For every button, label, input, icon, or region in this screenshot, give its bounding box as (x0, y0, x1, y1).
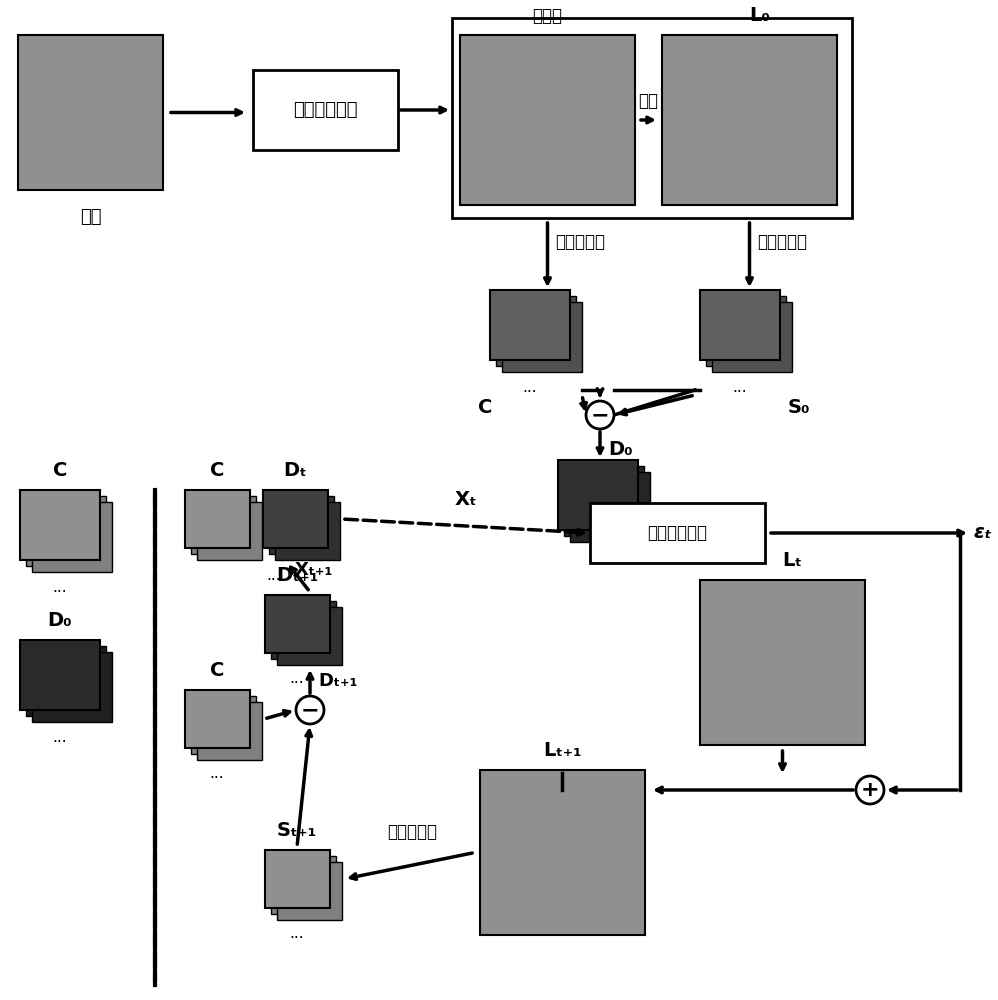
FancyBboxPatch shape (480, 770, 645, 935)
Text: C: C (478, 398, 492, 417)
FancyBboxPatch shape (700, 290, 780, 360)
Text: 迭代校正网络: 迭代校正网络 (648, 524, 708, 542)
Text: Lₜ₊₁: Lₜ₊₁ (543, 741, 582, 760)
Text: ...: ... (53, 730, 67, 745)
Text: ...: ... (289, 926, 304, 941)
FancyBboxPatch shape (18, 35, 163, 190)
Text: 偏移: 偏移 (639, 92, 659, 110)
FancyBboxPatch shape (263, 490, 328, 548)
Text: ...: ... (591, 550, 606, 565)
Text: ...: ... (733, 380, 748, 395)
FancyBboxPatch shape (191, 496, 256, 554)
Text: −: − (591, 405, 610, 425)
FancyBboxPatch shape (271, 601, 336, 659)
FancyBboxPatch shape (197, 502, 262, 560)
Text: 提取样本块: 提取样本块 (757, 233, 807, 251)
FancyBboxPatch shape (253, 70, 398, 150)
FancyBboxPatch shape (275, 502, 340, 560)
FancyBboxPatch shape (490, 290, 570, 360)
FancyBboxPatch shape (700, 580, 865, 745)
Text: Xₜ₊₁: Xₜ₊₁ (294, 561, 333, 579)
Text: −: − (300, 700, 319, 720)
Text: Xₜ: Xₜ (455, 490, 477, 509)
FancyBboxPatch shape (265, 850, 330, 908)
Text: C: C (210, 661, 225, 680)
FancyBboxPatch shape (460, 35, 635, 205)
Text: L₀: L₀ (749, 6, 769, 25)
FancyBboxPatch shape (706, 296, 786, 366)
Text: D₀: D₀ (608, 440, 633, 459)
Text: 提取样本块: 提取样本块 (387, 822, 437, 840)
FancyBboxPatch shape (277, 862, 342, 920)
Circle shape (856, 776, 884, 804)
FancyBboxPatch shape (271, 856, 336, 914)
Circle shape (296, 696, 324, 724)
FancyBboxPatch shape (452, 18, 852, 218)
FancyBboxPatch shape (20, 640, 100, 710)
Text: ...: ... (53, 580, 67, 595)
Text: D₀: D₀ (48, 611, 72, 630)
FancyBboxPatch shape (558, 460, 638, 530)
FancyBboxPatch shape (570, 472, 650, 542)
Text: ...: ... (523, 380, 537, 395)
FancyBboxPatch shape (32, 652, 112, 722)
Text: 位置生成网络: 位置生成网络 (293, 101, 357, 119)
FancyBboxPatch shape (26, 496, 106, 566)
Text: ...: ... (266, 568, 281, 583)
Text: 提取样本块: 提取样本块 (556, 233, 606, 251)
Text: ...: ... (210, 766, 225, 781)
Text: S₀: S₀ (788, 398, 810, 417)
FancyBboxPatch shape (26, 646, 106, 716)
Text: 输入: 输入 (80, 208, 101, 226)
FancyBboxPatch shape (185, 690, 250, 748)
FancyBboxPatch shape (20, 490, 100, 560)
FancyBboxPatch shape (32, 502, 112, 572)
Circle shape (586, 401, 614, 429)
FancyBboxPatch shape (502, 302, 582, 372)
Text: Lₜ: Lₜ (782, 551, 802, 570)
FancyBboxPatch shape (712, 302, 792, 372)
FancyBboxPatch shape (496, 296, 576, 366)
FancyBboxPatch shape (185, 490, 250, 548)
Text: Dₜ₊₁: Dₜ₊₁ (275, 566, 318, 585)
FancyBboxPatch shape (265, 595, 330, 653)
Text: Dₜ₊₁: Dₜ₊₁ (318, 672, 357, 690)
Text: Dₜ: Dₜ (283, 461, 306, 480)
FancyBboxPatch shape (277, 607, 342, 665)
Text: +: + (860, 780, 879, 800)
FancyBboxPatch shape (191, 696, 256, 754)
FancyBboxPatch shape (197, 702, 262, 760)
Text: εₜ: εₜ (973, 524, 991, 542)
FancyBboxPatch shape (662, 35, 837, 205)
FancyBboxPatch shape (590, 503, 765, 563)
Text: 候选框: 候选框 (533, 7, 563, 25)
Text: Sₜ₊₁: Sₜ₊₁ (276, 821, 317, 840)
FancyBboxPatch shape (564, 466, 644, 536)
Text: C: C (210, 461, 225, 480)
Text: ...: ... (289, 671, 304, 686)
Text: C: C (53, 461, 67, 480)
FancyBboxPatch shape (269, 496, 334, 554)
